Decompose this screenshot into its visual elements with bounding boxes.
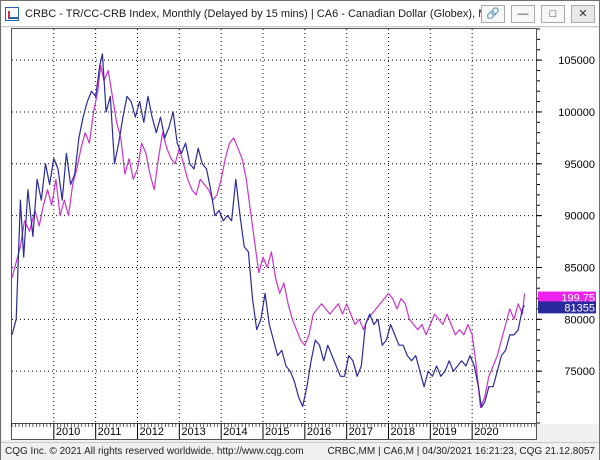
x-tick-label: 2017 bbox=[349, 426, 373, 438]
last-value-marker bbox=[538, 291, 596, 304]
window-title: CRBC - TR/CC-CRB Index, Monthly (Delayed… bbox=[25, 8, 497, 20]
x-tick-label: 2010 bbox=[56, 426, 80, 438]
close-button[interactable]: ✕ bbox=[571, 5, 595, 23]
last-value-marker bbox=[538, 301, 596, 314]
y-tick-label: 80000 bbox=[564, 314, 595, 326]
cad-futures-line[interactable] bbox=[11, 53, 526, 408]
x-tick-label: 2016 bbox=[307, 426, 331, 438]
x-axis-panel[interactable] bbox=[11, 424, 537, 440]
x-tick-label: 2018 bbox=[390, 426, 414, 438]
symbol-status: CRBC,MM | CA6,M | 04/30/2021 16:21:23, C… bbox=[327, 446, 595, 457]
last-value-label: 81355 bbox=[564, 302, 595, 314]
x-tick-label: 2014 bbox=[223, 426, 247, 438]
maximize-button[interactable]: □ bbox=[541, 5, 565, 23]
y-axis-panel[interactable] bbox=[537, 28, 599, 424]
x-tick-label: 2019 bbox=[432, 426, 456, 438]
y-tick-label: 95000 bbox=[564, 159, 595, 171]
y-tick-label: 75000 bbox=[564, 366, 595, 378]
cqg-chart-icon bbox=[5, 7, 19, 21]
copyright-text: CQG Inc. © 2021 All rights reserved worl… bbox=[5, 446, 304, 457]
crb-index-line[interactable] bbox=[11, 64, 526, 408]
x-tick-label: 2015 bbox=[265, 426, 289, 438]
left-margin bbox=[2, 28, 11, 440]
x-tick-label: 2020 bbox=[474, 426, 498, 438]
y-tick-label: 85000 bbox=[564, 262, 595, 274]
x-tick-label: 2012 bbox=[139, 426, 163, 438]
title-bar[interactable]: CRBC - TR/CC-CRB Index, Monthly (Delayed… bbox=[1, 1, 599, 27]
y-tick-label: 105000 bbox=[558, 55, 595, 67]
y-tick-label: 100000 bbox=[558, 107, 595, 119]
plot-area[interactable] bbox=[11, 28, 537, 424]
status-bar: CQG Inc. © 2021 All rights reserved worl… bbox=[1, 442, 599, 460]
x-tick-label: 2013 bbox=[181, 426, 205, 438]
y-tick-label: 90000 bbox=[564, 211, 595, 223]
x-tick-label: 2011 bbox=[98, 426, 122, 438]
minimize-button[interactable]: — bbox=[511, 5, 535, 23]
link-icon[interactable]: 🔗 bbox=[481, 5, 505, 23]
